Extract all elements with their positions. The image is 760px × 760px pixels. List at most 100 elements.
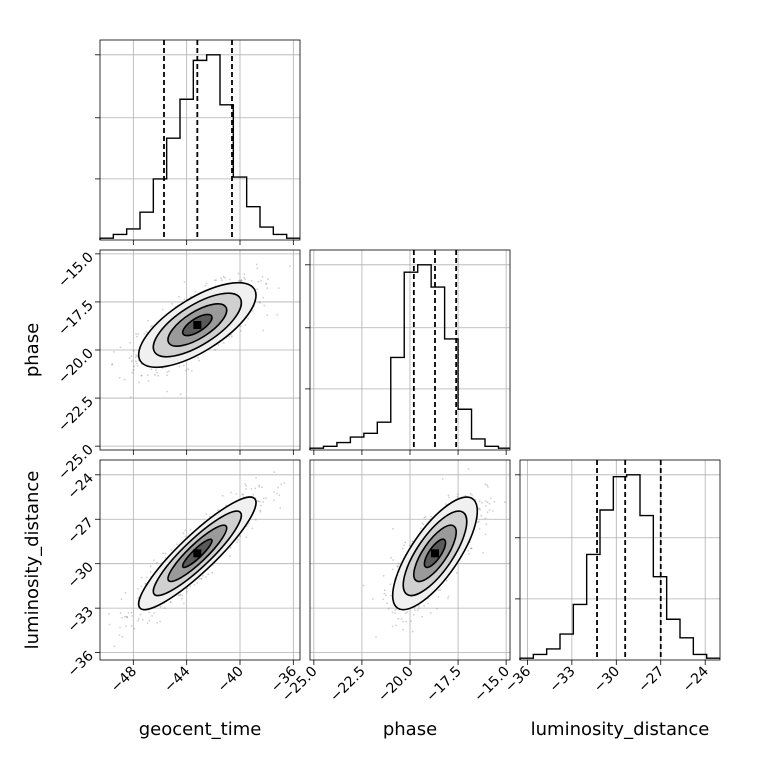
histogram-steps: [309, 264, 510, 450]
sample-point: [163, 607, 166, 609]
sample-point: [481, 501, 483, 504]
sample-point: [108, 623, 111, 626]
sample-point: [178, 365, 181, 368]
sample-point: [204, 284, 207, 287]
sample-point: [183, 364, 185, 367]
sample-point: [412, 613, 415, 616]
sample-point: [258, 301, 261, 304]
sample-point: [148, 611, 151, 614]
sample-point: [146, 622, 149, 624]
sample-point: [469, 547, 472, 550]
sample-point: [159, 620, 162, 623]
sample-point: [135, 354, 138, 357]
sample-point: [239, 279, 242, 282]
sample-point: [129, 341, 132, 344]
sample-point: [243, 273, 246, 276]
sample-point: [237, 272, 240, 275]
sample-point: [276, 492, 278, 495]
sample-point: [186, 587, 189, 590]
sample-point: [149, 565, 152, 568]
sample-point: [262, 329, 265, 332]
sample-point: [421, 615, 423, 618]
sample-point: [147, 380, 150, 382]
sample-point: [200, 577, 203, 580]
sample-point: [140, 585, 143, 588]
sample-point: [375, 636, 377, 638]
sample-point: [240, 280, 243, 283]
sample-point: [280, 483, 283, 486]
sample-point: [229, 555, 231, 557]
sample-point: [213, 279, 216, 282]
sample-point: [436, 607, 438, 610]
sample-point: [150, 368, 153, 371]
sample-point: [125, 625, 127, 628]
sample-point: [255, 477, 257, 479]
sample-point: [488, 502, 491, 505]
sample-point: [126, 616, 129, 618]
sample-point: [439, 589, 442, 591]
sample-point: [277, 486, 279, 489]
sample-point: [237, 279, 240, 282]
sample-point: [486, 484, 488, 487]
sample-point: [371, 598, 374, 600]
sample-point: [488, 509, 491, 511]
sample-point: [132, 349, 135, 352]
sample-point: [470, 547, 473, 550]
sample-point: [239, 325, 242, 328]
sample-point: [169, 601, 172, 604]
sample-point: [362, 584, 365, 587]
sample-point: [124, 591, 127, 594]
sample-point: [390, 594, 392, 597]
sample-point: [132, 369, 135, 371]
sample-point: [184, 535, 187, 538]
sample-point: [414, 609, 416, 611]
x-tick-label: −30: [591, 664, 623, 696]
sample-point: [245, 484, 248, 487]
sample-point: [244, 324, 247, 326]
sample-point: [241, 493, 244, 496]
sample-point: [395, 624, 397, 627]
x-axis-label-geocent_time: geocent_time: [139, 719, 262, 740]
sample-point: [154, 374, 156, 376]
sample-point: [389, 583, 392, 586]
y-tick-label: −33: [65, 604, 97, 636]
y-tick-label: −36: [65, 648, 97, 680]
sample-point: [418, 605, 420, 607]
sample-point: [217, 344, 220, 346]
sample-point: [471, 494, 473, 496]
sample-point: [185, 369, 187, 372]
sample-point: [138, 381, 140, 384]
sample-point: [155, 561, 158, 564]
sample-point: [276, 313, 279, 316]
sample-point: [492, 510, 494, 512]
sample-point: [202, 574, 204, 577]
x-axis-label-phase: phase: [383, 719, 437, 740]
sample-point: [137, 333, 140, 335]
sample-point: [177, 295, 180, 298]
sample-point: [128, 357, 131, 359]
sample-point: [243, 276, 246, 279]
sample-point: [183, 281, 186, 283]
sample-point: [266, 287, 269, 290]
sample-point: [429, 612, 432, 614]
sample-point: [200, 578, 203, 580]
sample-point: [170, 549, 173, 551]
sample-point: [189, 528, 192, 531]
sample-point: [177, 594, 180, 597]
x-tick-label: −33: [546, 664, 578, 696]
sample-point: [478, 528, 481, 530]
density-peak: [193, 321, 202, 329]
sample-point: [119, 612, 122, 614]
panel-frame: [99, 459, 301, 661]
sample-point: [240, 279, 243, 281]
density-peak: [431, 549, 439, 558]
contour-line: [423, 538, 447, 569]
sample-point: [159, 605, 162, 608]
sample-point: [194, 290, 197, 293]
sample-point: [258, 485, 261, 488]
sample-point: [419, 527, 422, 529]
sample-point: [240, 330, 242, 332]
sample-point: [403, 544, 405, 547]
contour-line: [152, 510, 243, 597]
sample-point: [410, 620, 412, 623]
